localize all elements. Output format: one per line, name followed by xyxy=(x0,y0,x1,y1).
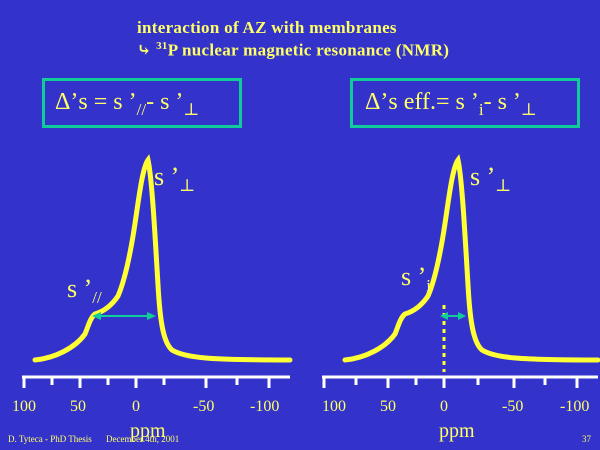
axis-ticks-left xyxy=(22,377,271,388)
axis-ticks-right xyxy=(322,377,579,388)
arrowhead-left-start xyxy=(92,312,101,320)
formula-box-left: Δ’s = s ’//- s ’⊥ xyxy=(42,78,242,128)
footer-author: D. Tyteca - PhD Thesis xyxy=(8,434,92,444)
tick-label-left-neg50: -50 xyxy=(193,398,215,415)
tick-label-right-neg50: -50 xyxy=(502,398,524,415)
slide-title: interaction of AZ with membranes xyxy=(137,18,397,37)
arrowhead-right-end xyxy=(458,312,466,320)
label-s-parallel: s ’// xyxy=(67,274,102,308)
tick-label-right-100: 100 xyxy=(322,398,346,415)
arrowhead-left-end xyxy=(147,312,156,320)
tick-label-left-neg100: -100 xyxy=(250,398,280,415)
curved-arrow-icon: ⤷ xyxy=(137,40,152,60)
tick-label-right-0: 0 xyxy=(440,398,448,415)
axis-unit-right: ppm xyxy=(439,420,475,442)
axis-unit-left: ppm xyxy=(130,420,166,442)
tick-label-left-100: 100 xyxy=(12,398,36,415)
arrowhead-right-start xyxy=(440,312,448,320)
tick-label-right-50: 50 xyxy=(380,398,396,415)
formula-box-right: Δ’s eff.= s ’i- s ’⊥ xyxy=(350,78,580,128)
label-s-perp-left: s ’⊥ xyxy=(154,162,196,196)
tick-label-right-neg100: -100 xyxy=(560,398,590,415)
footer-date: December 4th, 2001 xyxy=(106,434,180,444)
slide-subtitle: ⤷ 31P nuclear magnetic resonance (NMR) xyxy=(137,40,450,60)
spectrum-curve-left xyxy=(32,154,293,363)
spectrum-curve-right xyxy=(342,154,600,363)
page-number: 37 xyxy=(582,434,591,444)
tick-label-left-0: 0 xyxy=(132,398,140,415)
tick-label-left-50: 50 xyxy=(70,398,86,415)
label-s-i: s ’i xyxy=(401,262,432,296)
label-s-perp-right: s ’⊥ xyxy=(470,162,512,196)
